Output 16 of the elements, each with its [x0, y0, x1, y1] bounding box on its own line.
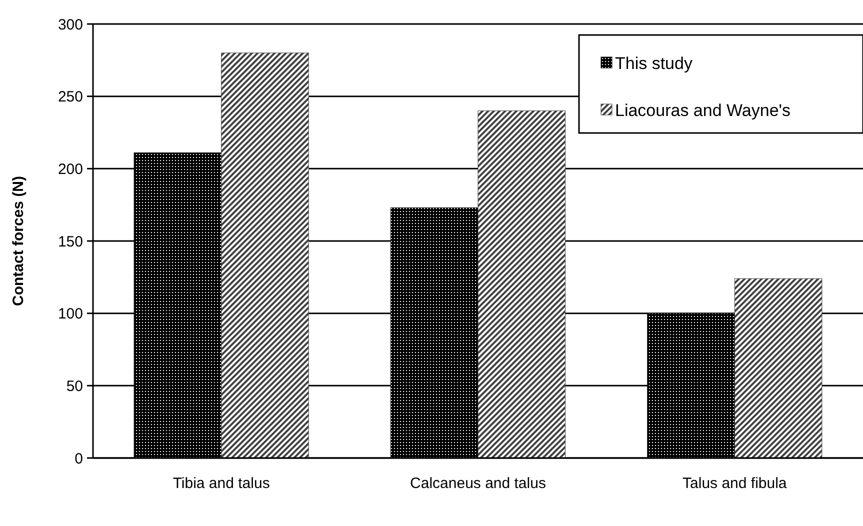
- y-tick-label: 150: [58, 233, 83, 250]
- bar: [478, 110, 566, 458]
- bar: [734, 278, 822, 458]
- y-axis-title: Contact forces (N): [10, 176, 27, 306]
- legend-label: This study: [615, 54, 693, 73]
- x-tick-label: Calcaneus and talus: [410, 475, 546, 492]
- legend-label: Liacouras and Wayne's: [615, 100, 791, 120]
- x-tick-label: Tibia and talus: [172, 475, 270, 492]
- y-tick-label: 0: [74, 450, 83, 468]
- y-tick-label: 300: [58, 16, 83, 34]
- x-tick-label: Talus and fibula: [682, 475, 788, 492]
- y-tick-label: 200: [58, 160, 83, 178]
- y-tick-label: 50: [66, 378, 83, 395]
- y-tick-label: 250: [58, 88, 83, 106]
- bar: [221, 52, 309, 458]
- y-tick-label: 100: [58, 306, 83, 323]
